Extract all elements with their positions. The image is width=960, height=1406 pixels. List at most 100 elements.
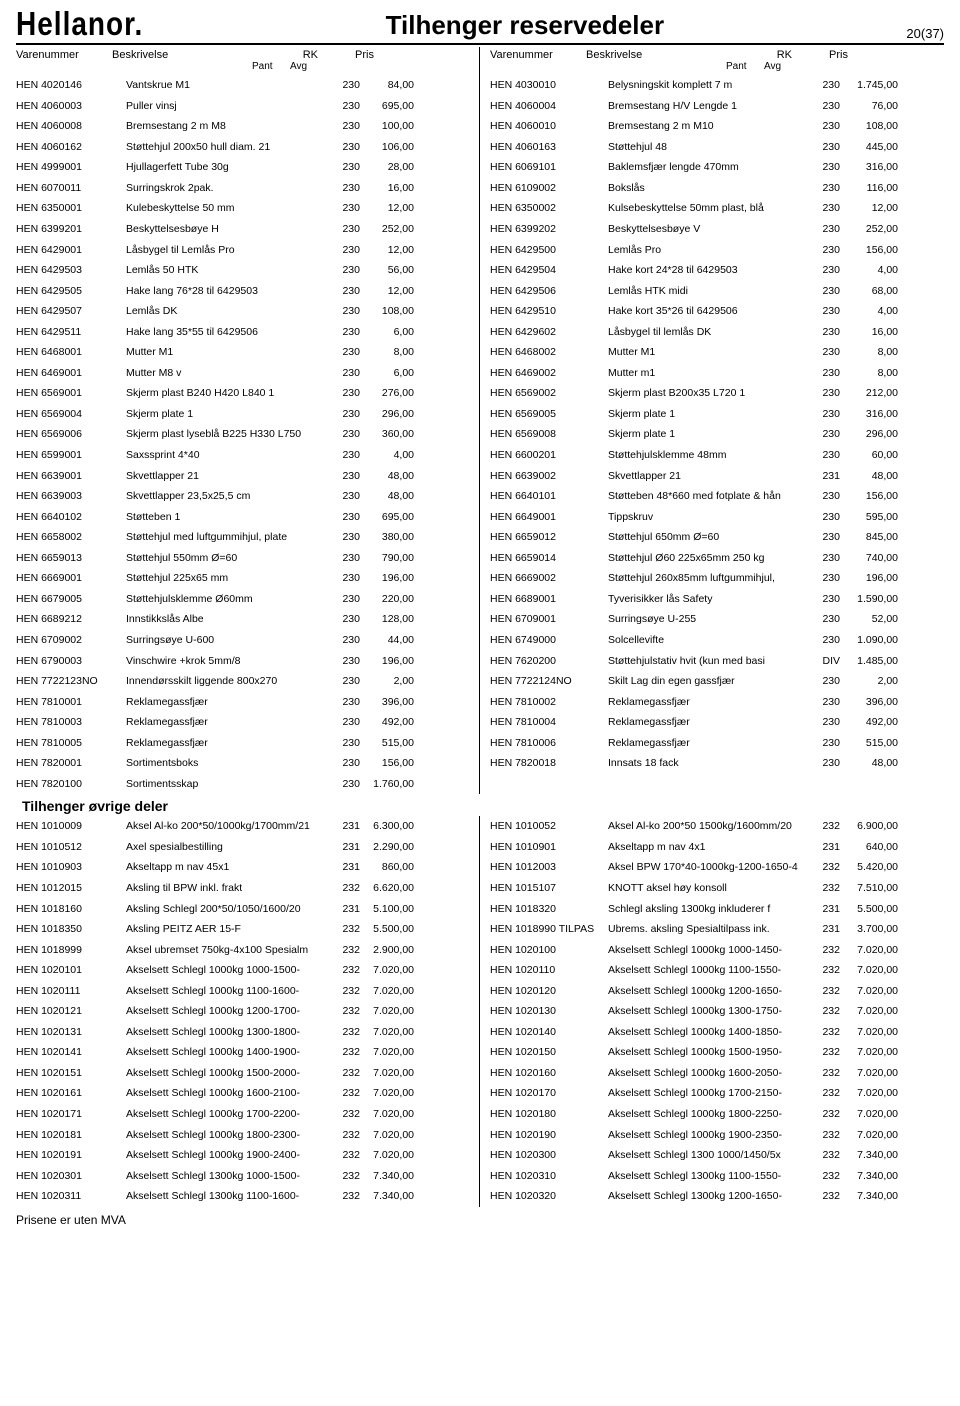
col-header-beskrivelse: Beskrivelse Pant Avg <box>586 49 764 61</box>
cell-beskrivelse: Surringsøye U-600 <box>126 633 336 647</box>
table-row: HEN 6649001Tippskruv230595,00 <box>480 506 944 527</box>
cell-beskrivelse: Skjerm plast B200x35 L720 1 <box>608 386 816 400</box>
cell-beskrivelse: Beskyttelsesbøye H <box>126 222 336 236</box>
cell-beskrivelse: Akselsett Schlegl 1000kg 1000-1500- <box>126 963 336 977</box>
cell-varenummer: HEN 6600201 <box>490 448 608 462</box>
cell-pris: 7.340,00 <box>846 1189 902 1203</box>
cell-pris: 156,00 <box>846 243 902 257</box>
cell-pris: 492,00 <box>366 715 418 729</box>
table-row: HEN 6749000Solcellevifte2301.090,00 <box>480 630 944 651</box>
table-row: HEN 1020191Akselsett Schlegl 1000kg 1900… <box>16 1145 479 1166</box>
cell-rk: 232 <box>336 1045 366 1059</box>
table-row: HEN 4030010Belysningskit komplett 7 m230… <box>480 75 944 96</box>
cell-beskrivelse: Støtteben 48*660 med fotplate & hån <box>608 489 816 503</box>
cell-pris: 515,00 <box>846 736 902 750</box>
cell-varenummer: HEN 1015107 <box>490 881 608 895</box>
cell-rk: 230 <box>816 633 846 647</box>
cell-beskrivelse: Støttehjul 260x85mm luftgummihjul, <box>608 571 816 585</box>
cell-varenummer: HEN 6569008 <box>490 427 608 441</box>
cell-beskrivelse: Innstikkslås Albe <box>126 612 336 626</box>
cell-varenummer: HEN 7810002 <box>490 695 608 709</box>
cell-rk: 232 <box>816 963 846 977</box>
cell-pris: 48,00 <box>366 469 418 483</box>
cell-varenummer: HEN 1018350 <box>16 922 126 936</box>
cell-rk: 230 <box>816 571 846 585</box>
table-row: HEN 6569002Skjerm plast B200x35 L720 123… <box>480 383 944 404</box>
table-row: HEN 7820001Sortimentsboks230156,00 <box>16 753 479 774</box>
cell-beskrivelse: Akselsett Schlegl 1300kg 1200-1650- <box>608 1189 816 1203</box>
table-row: HEN 7820018Innsats 18 fack23048,00 <box>480 753 944 774</box>
cell-varenummer: HEN 6569002 <box>490 386 608 400</box>
cell-rk: 232 <box>816 1169 846 1183</box>
cell-varenummer: HEN 6649001 <box>490 510 608 524</box>
cell-beskrivelse: Støttehjul 225x65 mm <box>126 571 336 585</box>
table-row: HEN 6639001Skvettlapper 2123048,00 <box>16 465 479 486</box>
cell-rk: 230 <box>336 345 366 359</box>
cell-pris: 7.020,00 <box>366 963 418 977</box>
table-row: HEN 1010901Akseltapp m nav 4x1231640,00 <box>480 837 944 858</box>
cell-beskrivelse: Aksel Al-ko 200*50/1000kg/1700mm/21 <box>126 819 336 833</box>
cell-rk: 232 <box>816 1189 846 1203</box>
cell-beskrivelse: Mutter M1 <box>126 345 336 359</box>
cell-pris: 68,00 <box>846 284 902 298</box>
page-header: Hellanor. Tilhenger reservedeler 20(37) <box>16 10 944 45</box>
cell-varenummer: HEN 1020141 <box>16 1045 126 1059</box>
table-row: HEN 7810004Reklamegassfjær230492,00 <box>480 712 944 733</box>
cell-varenummer: HEN 4030010 <box>490 78 608 92</box>
cell-varenummer: HEN 6790003 <box>16 654 126 668</box>
cell-beskrivelse: Skvettlapper 21 <box>608 469 816 483</box>
table-row: HEN 6639002Skvettlapper 2123148,00 <box>480 465 944 486</box>
cell-varenummer: HEN 6599001 <box>16 448 126 462</box>
table-row: HEN 1020110Akselsett Schlegl 1000kg 1100… <box>480 960 944 981</box>
cell-rk: 232 <box>816 1128 846 1142</box>
cell-pris: 360,00 <box>366 427 418 441</box>
cell-rk: 230 <box>336 489 366 503</box>
cell-varenummer: HEN 1010009 <box>16 819 126 833</box>
table-row: HEN 6429001Låsbygel til Lemlås Pro23012,… <box>16 239 479 260</box>
cell-varenummer: HEN 4999001 <box>16 160 126 174</box>
cell-varenummer: HEN 6468002 <box>490 345 608 359</box>
cell-varenummer: HEN 1020121 <box>16 1004 126 1018</box>
cell-pris: 7.510,00 <box>846 881 902 895</box>
cell-pris: 16,00 <box>846 325 902 339</box>
cell-pris: 128,00 <box>366 612 418 626</box>
cell-beskrivelse: Sortimentsskap <box>126 777 336 791</box>
table-row: HEN 6070011Surringskrok 2pak.23016,00 <box>16 178 479 199</box>
cell-pris: 7.340,00 <box>846 1148 902 1162</box>
cell-rk: 232 <box>816 1148 846 1162</box>
cell-pris: 740,00 <box>846 551 902 565</box>
table-row: HEN 4060163Støttehjul 48230445,00 <box>480 137 944 158</box>
cell-varenummer: HEN 6429504 <box>490 263 608 277</box>
table-row: HEN 1020141Akselsett Schlegl 1000kg 1400… <box>16 1042 479 1063</box>
table-row: HEN 6350001Kulebeskyttelse 50 mm23012,00 <box>16 198 479 219</box>
cell-varenummer: HEN 7820018 <box>490 756 608 770</box>
cell-pris: 48,00 <box>846 469 902 483</box>
cell-pris: 100,00 <box>366 119 418 133</box>
cell-pris: 7.020,00 <box>366 984 418 998</box>
cell-pris: 212,00 <box>846 386 902 400</box>
cell-varenummer: HEN 6669001 <box>16 571 126 585</box>
cell-beskrivelse: Skjerm plate 1 <box>608 427 816 441</box>
cell-beskrivelse: Bokslås <box>608 181 816 195</box>
cell-pris: 196,00 <box>366 654 418 668</box>
cell-rk: 230 <box>816 592 846 606</box>
table-row: HEN 1020301Akselsett Schlegl 1300kg 1000… <box>16 1165 479 1186</box>
cell-rk: 230 <box>336 222 366 236</box>
cell-varenummer: HEN 6639001 <box>16 469 126 483</box>
cell-beskrivelse: Aksling til BPW inkl. frakt <box>126 881 336 895</box>
cell-beskrivelse: Vinschwire +krok 5mm/8 <box>126 654 336 668</box>
cell-rk: 230 <box>336 140 366 154</box>
cell-rk: 232 <box>816 881 846 895</box>
cell-varenummer: HEN 6639003 <box>16 489 126 503</box>
cell-varenummer: HEN 1020111 <box>16 984 126 998</box>
table-row: HEN 7722124NOSkilt Lag din egen gassfjær… <box>480 671 944 692</box>
cell-pris: 8,00 <box>846 345 902 359</box>
table-row: HEN 1020310Akselsett Schlegl 1300kg 1100… <box>480 1165 944 1186</box>
cell-rk: 232 <box>336 984 366 998</box>
cell-beskrivelse: Akselsett Schlegl 1000kg 1800-2300- <box>126 1128 336 1142</box>
table-row: HEN 6399202Beskyttelsesbøye V230252,00 <box>480 219 944 240</box>
cell-varenummer: HEN 1020161 <box>16 1086 126 1100</box>
cell-beskrivelse: Akselsett Schlegl 1000kg 1800-2250- <box>608 1107 816 1121</box>
cell-varenummer: HEN 1020170 <box>490 1086 608 1100</box>
table-row: HEN 6429505Hake lang 76*28 til 642950323… <box>16 280 479 301</box>
